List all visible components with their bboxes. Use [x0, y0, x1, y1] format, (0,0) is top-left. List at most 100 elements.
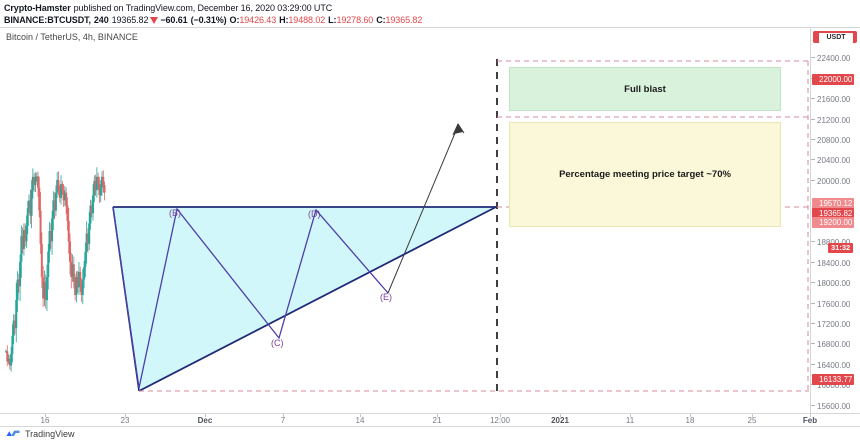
candle-body — [75, 277, 78, 295]
time-tick-label: 14 — [355, 416, 365, 425]
time-tick-label: 7 — [280, 416, 286, 425]
price-marker-target-lower: 16133.77 — [812, 373, 855, 385]
candle-body — [38, 187, 41, 211]
annotation-box-full-blast[interactable]: Full blast — [509, 67, 781, 111]
candle-body — [89, 205, 92, 224]
price-tick-label: 21600.00 — [811, 94, 860, 105]
candle-body — [40, 243, 43, 278]
ohlc-close-value: 19365.82 — [385, 15, 423, 25]
price-tick-label: 18400.00 — [811, 258, 860, 269]
candle-body — [22, 230, 25, 249]
change-percent: (−0.31%) — [190, 15, 227, 25]
annotation-box-price-target[interactable]: Percentage meeting price target ~70% — [509, 122, 781, 227]
price-marker-high-marker: 19570.12 — [812, 197, 855, 209]
candle-body — [74, 282, 77, 295]
currency-badge-label: USDT — [819, 33, 853, 43]
time-tick-label: 23 — [120, 416, 130, 425]
ohlc-open-value: 19426.43 — [239, 15, 277, 25]
price-tick-label: 16000.00 — [811, 380, 860, 391]
candle-body — [26, 208, 29, 226]
candle-body — [61, 184, 64, 191]
candle-body — [49, 231, 52, 242]
candle-body — [20, 236, 23, 262]
candle-body — [99, 187, 102, 196]
price-tick-label: 18800.00 — [811, 237, 860, 248]
candle-body — [70, 261, 73, 278]
candle-body — [90, 205, 93, 214]
candle-body — [12, 320, 15, 336]
time-tick-label: 2021 — [551, 416, 569, 425]
candle-body — [95, 176, 98, 191]
header-quote-line: BINANCE:BTCUSDT, 240 19365.82 −60.61 (−0.31%… — [4, 14, 856, 26]
projection-arrow-head-l — [452, 123, 459, 136]
pattern-point-c-label: (C) — [271, 338, 284, 348]
price-tick-label: 22400.00 — [811, 53, 860, 64]
time-axis[interactable]: 16 23 Dec 7 14 21 12:00 2021 11 18 25 Feb — [0, 413, 860, 427]
ohlc-close-label: C: — [376, 15, 386, 25]
currency-badge[interactable]: USDT — [813, 31, 857, 43]
pattern-point-e-label: (E) — [380, 292, 392, 302]
candle-body — [7, 358, 10, 362]
pattern-point-b-label: (B) — [169, 208, 181, 218]
candle-body — [30, 190, 33, 216]
candle-body — [80, 284, 83, 295]
candle-body — [84, 251, 87, 267]
candle-body — [86, 233, 89, 244]
price-tick-label: 16800.00 — [811, 339, 860, 350]
candle-body — [51, 218, 54, 242]
time-tick-mark — [45, 414, 46, 417]
candle-body — [52, 200, 55, 219]
candle-body — [66, 205, 69, 221]
candle-body — [37, 176, 39, 188]
candle-body — [5, 351, 7, 353]
candle-body — [85, 233, 88, 252]
candle-body — [93, 180, 96, 196]
time-tick-mark — [283, 414, 284, 417]
candle-body — [6, 351, 9, 362]
time-tick-label: 12:00 — [489, 416, 511, 425]
candle-body — [103, 185, 106, 193]
time-tick-mark — [360, 414, 361, 417]
symbol-code: BINANCE:BTCUSDT, — [4, 15, 91, 25]
candle-body — [15, 300, 18, 329]
candle-body — [47, 251, 50, 278]
candle-body — [17, 279, 20, 287]
time-tick-label: Dec — [197, 416, 213, 425]
time-tick-label: 18 — [685, 416, 695, 425]
chart-svg — [5, 59, 809, 396]
candle-body — [76, 277, 79, 288]
ohlc-high-value: 19488.02 — [288, 15, 326, 25]
candle-body — [81, 279, 84, 295]
candle-body — [57, 179, 60, 191]
candle-body — [16, 279, 19, 301]
chart-plot-area[interactable]: (A) (B) (C) (D) (E) — [3, 28, 809, 396]
projection-arrow-head — [454, 123, 463, 134]
candle-body — [28, 200, 31, 209]
time-tick-label: 21 — [432, 416, 442, 425]
support-trendline — [138, 206, 497, 392]
candle-body — [72, 264, 75, 283]
candle-body — [24, 230, 27, 242]
ohlc-high-label: H: — [279, 15, 289, 25]
price-tick-label: 16400.00 — [811, 360, 860, 371]
ohlc-low-value: 19278.60 — [336, 15, 374, 25]
candle-body — [33, 176, 36, 186]
candle-body — [77, 271, 80, 288]
chart-pane[interactable]: Bitcoin / TetherUS, 4h, BINANCE — [0, 27, 860, 414]
footer-branding: TradingView — [0, 428, 860, 440]
ohlc-open-label: O: — [229, 15, 240, 25]
candle-body — [19, 261, 22, 287]
price-tick-label: 18000.00 — [811, 278, 860, 289]
time-tick-mark — [630, 414, 631, 417]
candle-body — [25, 225, 28, 242]
price-tick-label: 20400.00 — [811, 155, 860, 166]
candle-body — [83, 266, 86, 280]
price-tick-label: 21200.00 — [811, 115, 860, 126]
ohlc-low-label: L: — [328, 15, 337, 25]
price-axis[interactable]: USDT 22400.00 22000.00 21600.00 21200.00 208… — [810, 28, 860, 414]
candle-body — [101, 176, 103, 188]
price-tick-label: 15600.00 — [811, 401, 860, 412]
tradingview-logo-icon — [6, 430, 20, 436]
candle-body — [29, 200, 32, 216]
candle-body — [102, 176, 105, 186]
